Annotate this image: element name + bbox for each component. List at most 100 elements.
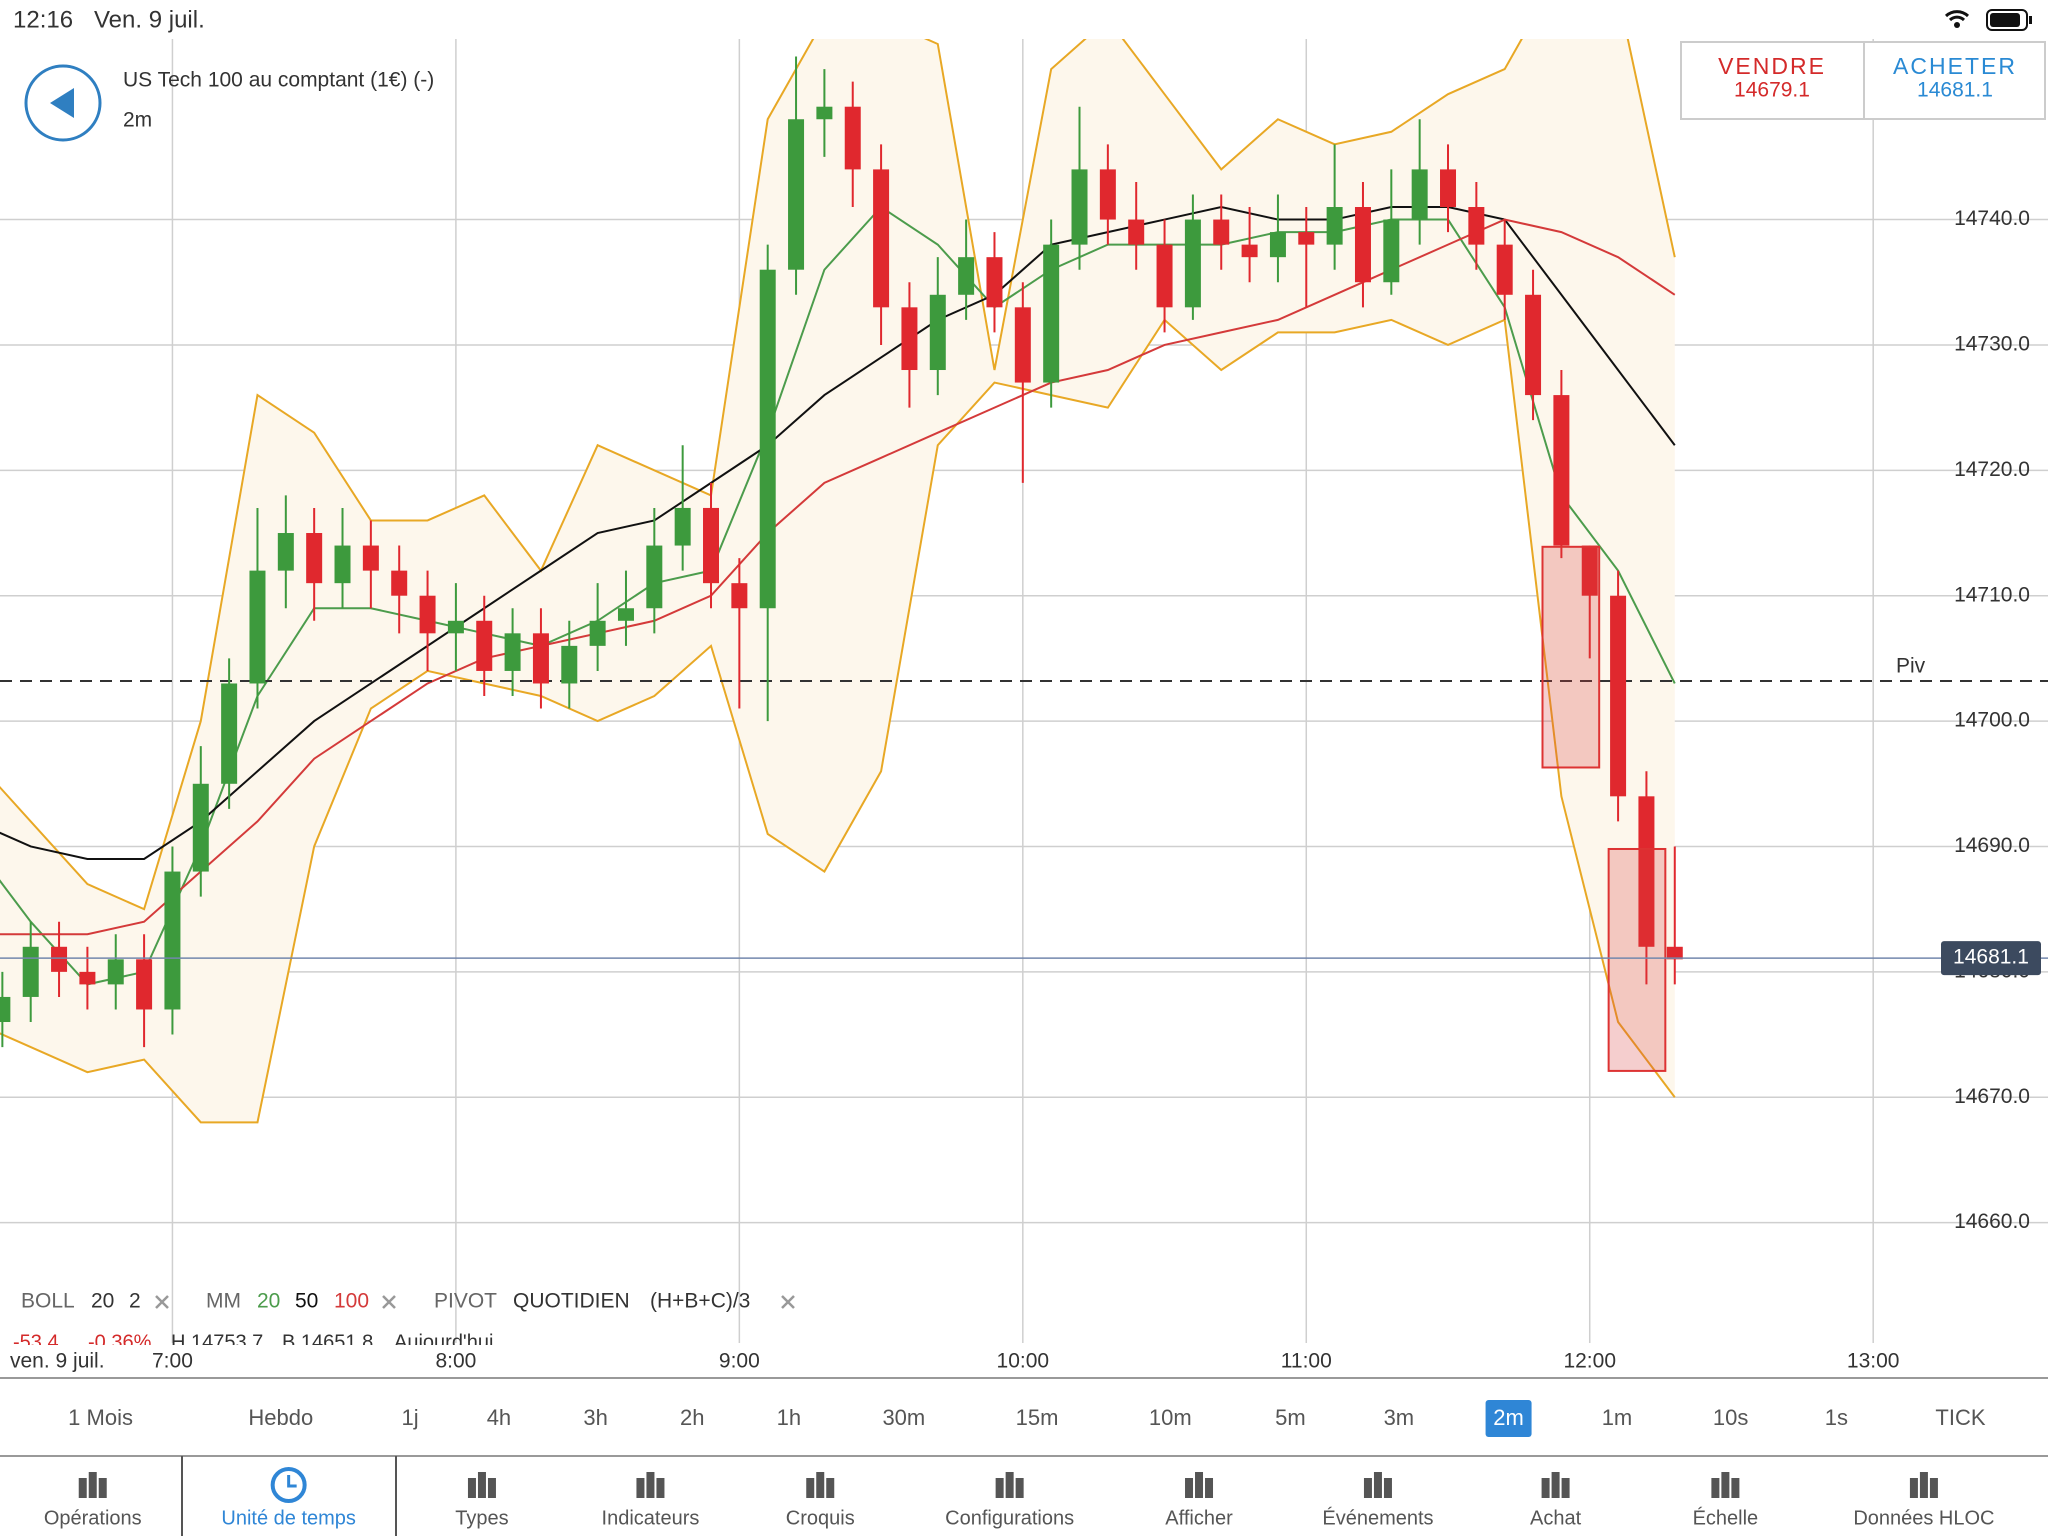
icon-shape (1711, 1478, 1720, 1498)
timeframe-option[interactable]: 3m (1384, 1405, 1415, 1430)
mm-period: 20 (257, 1290, 280, 1313)
tab-label[interactable]: Données HLOC (1853, 1507, 1994, 1529)
candle-body (1099, 169, 1116, 220)
back-button[interactable] (24, 64, 102, 142)
timeframe-option[interactable]: 1m (1602, 1405, 1633, 1430)
y-tick-label: 14690.0 (1954, 834, 2030, 857)
indicator-legend: BOLL 20 2 MM 20 50 100 PIVOT QUOTIDIEN (… (21, 1290, 795, 1313)
tab-label[interactable]: Opérations (44, 1507, 142, 1529)
tab-label[interactable]: Unité de temps (221, 1507, 356, 1529)
candle-body (1298, 232, 1315, 245)
candle-body (561, 645, 578, 684)
icon-shape (1383, 1478, 1392, 1498)
timeframe-option[interactable]: 1 Mois (68, 1405, 133, 1430)
tab-label[interactable]: Achat (1530, 1507, 1582, 1529)
zone (1541, 545, 1601, 769)
candle-body (646, 545, 663, 609)
candle-body (1269, 232, 1286, 258)
tab-icon[interactable] (78, 1472, 107, 1498)
icon-shape (477, 1472, 486, 1498)
candle-body (277, 533, 294, 571)
candle-body (334, 545, 351, 584)
boll-deviation: 2 (129, 1290, 141, 1313)
timeframe-option[interactable]: 15m (1016, 1405, 1059, 1430)
tab-icon[interactable] (1909, 1472, 1938, 1498)
tab-icon[interactable] (806, 1472, 835, 1498)
timeframe-option[interactable]: 10s (1713, 1405, 1748, 1430)
candle-body (532, 633, 549, 684)
tab-icon[interactable] (467, 1472, 496, 1498)
x-date-label: ven. 9 juil. (10, 1350, 105, 1373)
tab-icon[interactable] (1711, 1472, 1740, 1498)
interval-label: 2m (123, 109, 152, 132)
candle-body (504, 633, 521, 671)
timeframe-option[interactable]: 30m (882, 1405, 925, 1430)
candle-body (1553, 395, 1570, 546)
tab-icon[interactable] (1185, 1472, 1214, 1498)
sell-button[interactable]: VENDRE 14679.1 (1718, 53, 1826, 101)
tab-icon[interactable] (1363, 1472, 1392, 1498)
tab-label[interactable]: Afficher (1165, 1507, 1233, 1529)
timeframe-option[interactable]: 3h (583, 1405, 607, 1430)
buy-price[interactable]: 14681.1 (1917, 79, 1993, 102)
icon-shape (1919, 1472, 1928, 1498)
sell-label[interactable]: VENDRE (1718, 53, 1826, 79)
tab-icon[interactable] (995, 1472, 1024, 1498)
candle-body (391, 570, 408, 596)
candle-body (674, 507, 691, 546)
tab-label[interactable]: Événements (1322, 1506, 1433, 1529)
candle-body (306, 533, 323, 584)
buy-label[interactable]: ACHETER (1893, 53, 2017, 79)
chart-overlays: 12:16 Ven. 9 juil. US Tech 100 au compta… (0, 6, 2048, 1379)
x-tick-label: 12:00 (1563, 1350, 1616, 1373)
last-price-badge (1941, 941, 2041, 976)
remove-icons[interactable] (155, 1295, 795, 1309)
tab-label[interactable]: Types (455, 1507, 508, 1529)
timeframe-option[interactable]: 4h (487, 1405, 511, 1430)
timeframe-option[interactable]: TICK (1935, 1405, 1985, 1430)
tab-label[interactable]: Configurations (945, 1507, 1074, 1529)
timeframe-option[interactable]: 1h (777, 1405, 801, 1430)
icon-shape (270, 1467, 307, 1503)
icon-shape (1373, 1472, 1382, 1498)
buy-button[interactable]: ACHETER 14681.1 (1893, 53, 2017, 101)
candle-body (929, 294, 946, 371)
timeframe-option[interactable]: 1j (402, 1405, 419, 1430)
candle-body (1411, 169, 1428, 220)
timeframe-option[interactable]: 2h (680, 1405, 704, 1430)
candle-body (816, 106, 833, 120)
x-tick-label: 11:00 (1281, 1350, 1332, 1373)
y-tick-label: 14710.0 (1954, 583, 2030, 606)
last-price-label: 14681.1 (1953, 946, 2029, 969)
icon-shape (1541, 1478, 1550, 1498)
timeframe-selected[interactable] (1485, 1400, 1532, 1437)
timeframe-option[interactable]: 5m (1275, 1405, 1306, 1430)
x-axis: 7:00 8:00 9:00 10:00 11:00 12:00 13:00 (152, 1350, 1899, 1373)
x-tick-label: 10:00 (997, 1350, 1050, 1373)
candle-body (22, 946, 39, 997)
candle-body (1666, 946, 1683, 960)
timeframe-option[interactable]: 2m (1493, 1405, 1524, 1430)
timeframe-option[interactable]: Hebdo (248, 1405, 313, 1430)
tab-label[interactable]: Échelle (1693, 1506, 1759, 1529)
timeframe-option[interactable]: 10m (1149, 1405, 1192, 1430)
candle-body (362, 545, 379, 571)
icon-shape (995, 1478, 1004, 1498)
candle-body (1383, 219, 1400, 283)
tab-icon[interactable] (1541, 1472, 1570, 1498)
bollinger-lower (0, 318, 1676, 1124)
icon-shape (98, 1478, 107, 1498)
tab-label[interactable]: Indicateurs (602, 1507, 700, 1529)
candle-body (1354, 207, 1371, 283)
zone (1607, 847, 1667, 1072)
timeframe-option[interactable]: 1s (1825, 1405, 1848, 1430)
bollinger-upper (0, 39, 1676, 911)
candle-body (703, 507, 720, 584)
tab-icon[interactable] (270, 1467, 307, 1503)
tab-icon[interactable] (636, 1472, 665, 1498)
x-tick-label: 8:00 (435, 1350, 476, 1373)
sell-price[interactable]: 14679.1 (1734, 79, 1810, 102)
candle-body (192, 783, 209, 872)
tab-label[interactable]: Croquis (786, 1507, 855, 1529)
x-tick-label: 13:00 (1847, 1350, 1900, 1373)
